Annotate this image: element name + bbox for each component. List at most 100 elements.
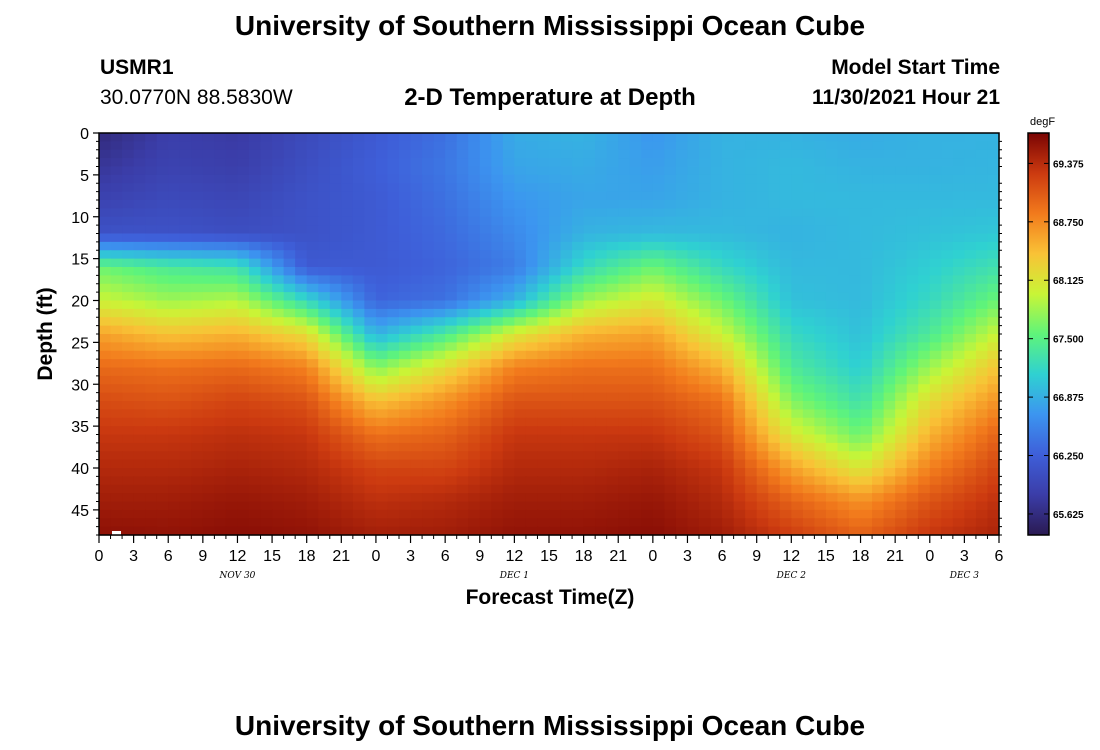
- heatmap-cell: [814, 459, 827, 469]
- heatmap-cell: [687, 484, 700, 494]
- heatmap-cell: [318, 392, 331, 402]
- heatmap-cell: [675, 417, 689, 427]
- heatmap-cell: [537, 442, 550, 452]
- heatmap-cell: [952, 442, 965, 452]
- heatmap-cell: [145, 501, 158, 511]
- heatmap-cell: [249, 526, 262, 536]
- heatmap-cell: [883, 308, 896, 318]
- heatmap-cell: [975, 275, 989, 285]
- heatmap-cell: [272, 317, 285, 327]
- heatmap-cell: [941, 409, 954, 419]
- heatmap-cell: [329, 359, 342, 369]
- heatmap-cell: [825, 208, 839, 218]
- heatmap-cell: [906, 526, 919, 536]
- heatmap-cell: [687, 409, 700, 419]
- heatmap-cell: [133, 484, 146, 494]
- heatmap-cell: [549, 141, 562, 151]
- heatmap-cell: [491, 476, 504, 486]
- heatmap-cell: [168, 442, 181, 452]
- heatmap-cell: [352, 409, 365, 419]
- x-tick-label: 6: [718, 548, 727, 565]
- heatmap-cell: [537, 409, 550, 419]
- heatmap-cell: [329, 166, 342, 176]
- heatmap-cell: [941, 216, 954, 226]
- heatmap-cell: [99, 325, 112, 335]
- heatmap-cell: [583, 208, 596, 218]
- heatmap-cell: [491, 375, 504, 385]
- heatmap-cell: [283, 283, 296, 293]
- heatmap-cell: [295, 258, 308, 268]
- heatmap-cell: [664, 468, 677, 477]
- heatmap-cell: [860, 208, 873, 218]
- heatmap-cell: [733, 501, 746, 511]
- heatmap-cell: [952, 392, 965, 402]
- heatmap-cell: [572, 459, 585, 469]
- heatmap-cell: [618, 350, 631, 360]
- heatmap-cell: [122, 191, 135, 201]
- heatmap-cell: [699, 342, 712, 352]
- heatmap-cell: [295, 241, 308, 251]
- heatmap-cell: [122, 484, 135, 494]
- heatmap-cell: [895, 250, 908, 260]
- heatmap-cell: [699, 409, 712, 419]
- heatmap-cell: [272, 158, 285, 168]
- heatmap-cell: [272, 149, 285, 159]
- heatmap-cell: [802, 392, 815, 402]
- heatmap-cell: [756, 275, 769, 285]
- heatmap-cell: [929, 191, 942, 201]
- heatmap-cell: [975, 149, 989, 159]
- heatmap-cell: [410, 183, 423, 193]
- heatmap-cell: [399, 442, 412, 452]
- heatmap-cell: [756, 509, 769, 519]
- heatmap-cell: [491, 183, 504, 193]
- heatmap-cell: [733, 459, 746, 469]
- heatmap-cell: [145, 233, 158, 243]
- heatmap-cell: [687, 518, 700, 528]
- heatmap-cell: [560, 325, 573, 335]
- heatmap-cell: [952, 526, 965, 536]
- heatmap-cell: [572, 216, 585, 226]
- heatmap-cell: [722, 200, 735, 209]
- heatmap-cell: [595, 183, 608, 193]
- heatmap-cell: [479, 158, 492, 168]
- heatmap-cell: [295, 308, 308, 318]
- heatmap-cell: [156, 216, 169, 226]
- heatmap-cell: [364, 216, 377, 226]
- heatmap-cell: [364, 409, 377, 419]
- heatmap-cell: [156, 225, 169, 235]
- heatmap-cell: [422, 292, 435, 302]
- heatmap-cell: [318, 267, 331, 276]
- heatmap-cell: [779, 350, 792, 360]
- heatmap-cell: [283, 501, 296, 511]
- heatmap-cell: [133, 518, 146, 528]
- heatmap-cell: [110, 200, 123, 209]
- heatmap-cell: [122, 308, 135, 318]
- heatmap-cell: [433, 350, 446, 360]
- heatmap-cell: [618, 493, 631, 503]
- heatmap-cell: [572, 442, 585, 452]
- heatmap-cell: [756, 334, 769, 343]
- heatmap-cell: [422, 459, 435, 469]
- heatmap-cell: [837, 468, 850, 477]
- heatmap-cell: [618, 216, 631, 226]
- heatmap-cell: [918, 308, 931, 318]
- heatmap-cell: [883, 191, 896, 201]
- heatmap-cell: [975, 409, 989, 419]
- heatmap-cell: [399, 158, 412, 168]
- heatmap-cell: [664, 133, 677, 142]
- heatmap-cell: [860, 283, 873, 293]
- heatmap-cell: [283, 367, 296, 377]
- heatmap-cell: [964, 141, 977, 151]
- heatmap-cell: [191, 241, 204, 251]
- heatmap-cell: [952, 258, 965, 268]
- heatmap-cell: [99, 518, 112, 528]
- heatmap-cell: [387, 325, 400, 335]
- heatmap-cell: [895, 166, 908, 176]
- heatmap-cell: [849, 300, 862, 310]
- heatmap-cell: [133, 426, 146, 436]
- heatmap-cell: [341, 434, 354, 444]
- heatmap-cell: [572, 141, 585, 151]
- footer-title: University of Southern Mississippi Ocean…: [234, 710, 866, 741]
- heatmap-cell: [145, 342, 158, 352]
- heatmap-cell: [964, 183, 977, 193]
